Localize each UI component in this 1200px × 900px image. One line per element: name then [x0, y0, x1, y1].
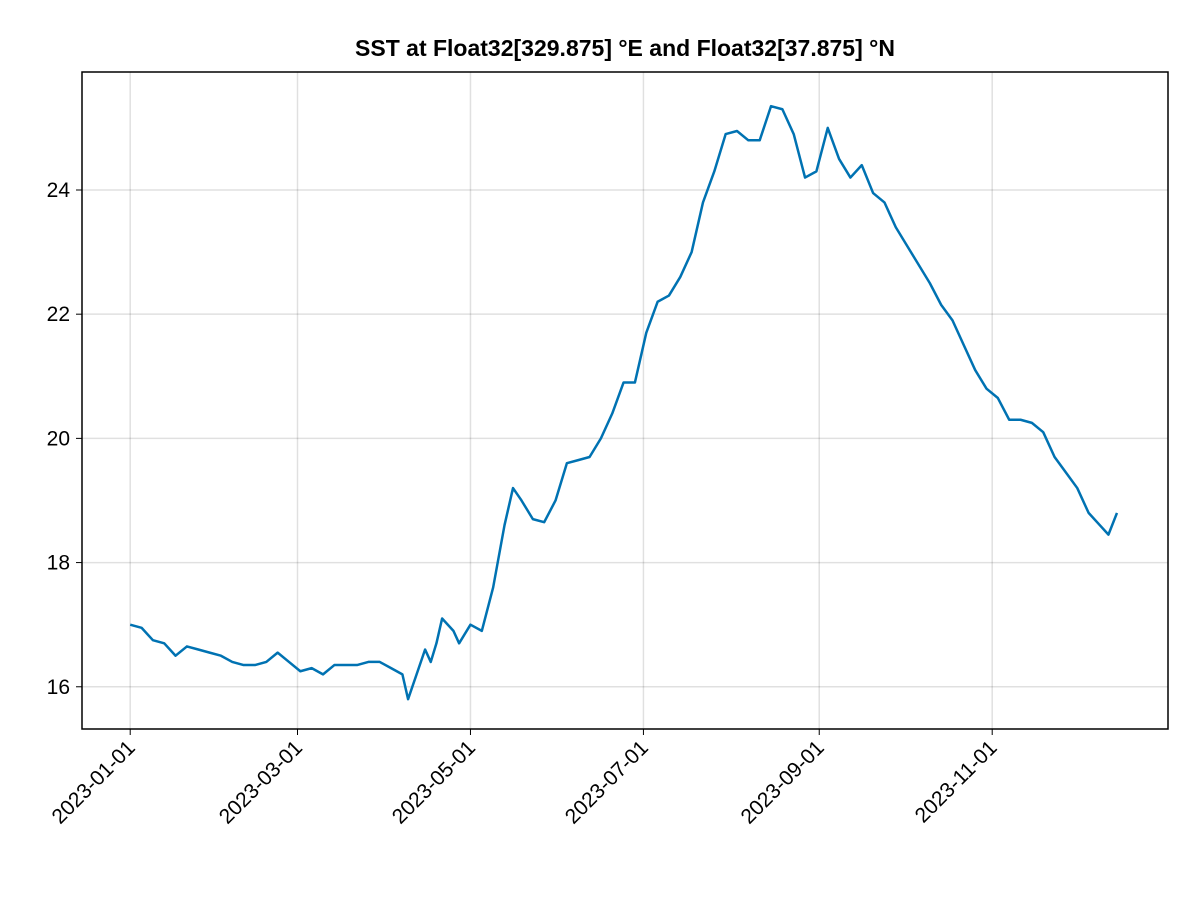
data-line	[129, 104, 1119, 701]
y-tick-label: 22	[47, 303, 70, 326]
y-tick-label: 18	[47, 552, 70, 575]
y-tick-label: 20	[47, 427, 70, 450]
y-tick-label: 24	[47, 179, 71, 202]
chart-title: SST at Float32[329.875] °E and Float32[3…	[355, 35, 895, 61]
y-tick-label: 16	[47, 676, 70, 699]
plot-frame	[81, 71, 1169, 730]
